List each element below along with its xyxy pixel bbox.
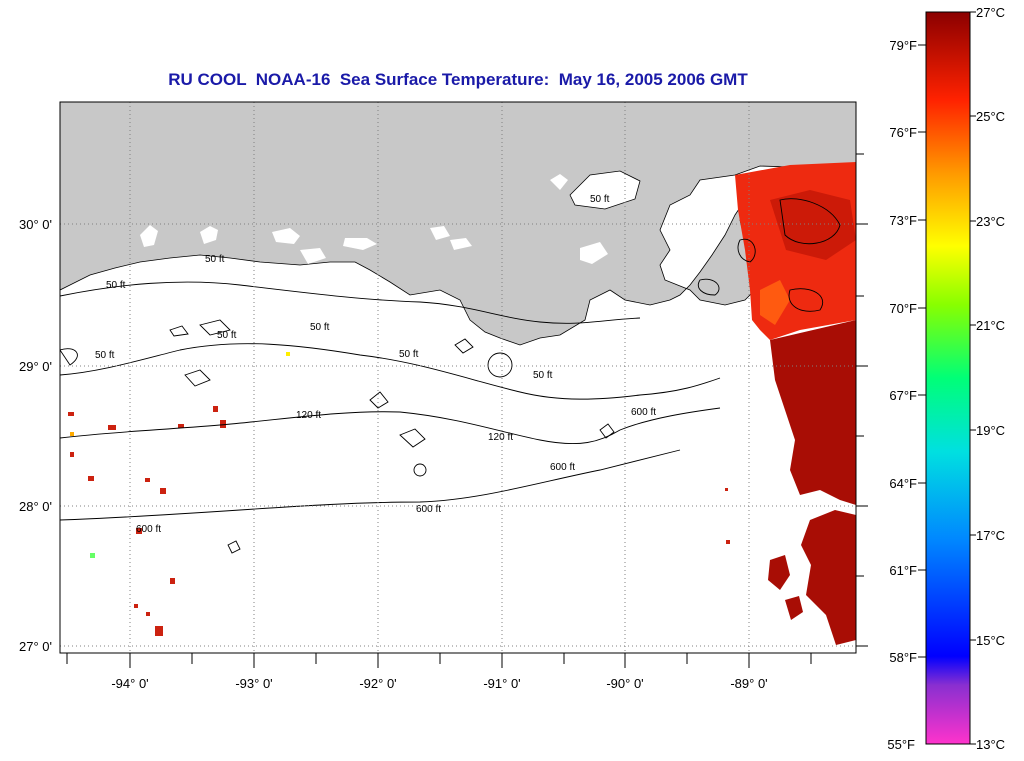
colorbar-f-label: 64°F <box>889 476 917 491</box>
colorbar-f-label: 61°F <box>889 563 917 578</box>
isobath-contours <box>60 198 841 554</box>
colorbar-f-label: 67°F <box>889 388 917 403</box>
map-panel: 50 ft 50 ft 50 ft 50 ft 50 ft 50 ft 50 f… <box>60 102 856 653</box>
contour-label: 50 ft <box>590 194 610 205</box>
contour-label: 50 ft <box>95 350 115 361</box>
contour-label: 600 ft <box>136 524 161 535</box>
lat-label: 28° 0' <box>19 499 52 514</box>
colorbar-c-label: 21°C <box>976 318 1005 333</box>
lon-label: -90° 0' <box>606 676 643 691</box>
contour-label: 50 ft <box>399 349 419 360</box>
colorbar-c-label: 13°C <box>976 737 1005 752</box>
colorbar-c-label: 25°C <box>976 109 1005 124</box>
contour-label: 50 ft <box>533 370 553 381</box>
graticule <box>60 102 856 653</box>
contour-label: 50 ft <box>310 322 330 333</box>
contour-label: 600 ft <box>550 462 575 473</box>
contour-label: 120 ft <box>296 410 321 421</box>
colorbar: 79°F 76°F 73°F 70°F 67°F 64°F 61°F 58°F … <box>887 5 1005 752</box>
colorbar-f-label: 55°F <box>887 737 915 752</box>
lat-label: 27° 0' <box>19 639 52 654</box>
colorbar-c-label: 19°C <box>976 423 1005 438</box>
sst-dark-region <box>770 320 856 505</box>
land-mass <box>60 102 856 346</box>
colorbar-f-label: 79°F <box>889 38 917 53</box>
map-frame <box>59 101 857 654</box>
contour-label: 120 ft <box>488 432 513 443</box>
colorbar-f-label: 58°F <box>889 650 917 665</box>
axis-ticks <box>66 153 868 668</box>
colorbar-f-label: 70°F <box>889 301 917 316</box>
lon-label: -94° 0' <box>111 676 148 691</box>
colorbar-c-label: 17°C <box>976 528 1005 543</box>
lat-label: 30° 0' <box>19 217 52 232</box>
contour-label: 50 ft <box>217 330 237 341</box>
contour-label: 600 ft <box>631 407 656 418</box>
contour-label: 50 ft <box>205 254 225 265</box>
contour-label: 50 ft <box>106 280 126 291</box>
lon-label: -91° 0' <box>483 676 520 691</box>
lon-label: -93° 0' <box>235 676 272 691</box>
colorbar-c-label: 15°C <box>976 633 1005 648</box>
lon-label: -89° 0' <box>730 676 767 691</box>
contour-label: 600 ft <box>416 504 441 515</box>
lat-label: 29° 0' <box>19 359 52 374</box>
colorbar-c-label: 23°C <box>976 214 1005 229</box>
colorbar-f-label: 73°F <box>889 213 917 228</box>
lon-label: -92° 0' <box>359 676 396 691</box>
colorbar-f-label: 76°F <box>889 125 917 140</box>
map-title: RU COOL NOAA-16 Sea Surface Temperature:… <box>168 70 748 89</box>
contour-labels: 50 ft 50 ft 50 ft 50 ft 50 ft 50 ft 50 f… <box>95 194 656 535</box>
colorbar-c-label: 27°C <box>976 5 1005 20</box>
colorbar-gradient <box>925 11 971 745</box>
